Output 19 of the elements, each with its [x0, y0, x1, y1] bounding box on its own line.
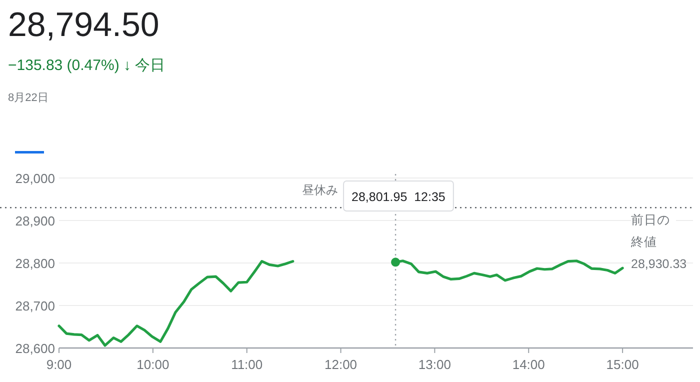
x-tick-label: 14:00: [512, 357, 545, 372]
ref-line-label: 前日の終値 28,930.33: [631, 212, 687, 273]
x-tick-label: 13:00: [418, 357, 451, 372]
annotation: 昼休み: [302, 183, 338, 197]
y-tick-label: 28,800: [15, 256, 55, 271]
chart-title: 28,794.50: [8, 6, 160, 44]
line-series: [58, 260, 294, 347]
y-tick-label: 28,900: [15, 214, 55, 228]
y-tick-label: 28,600: [15, 341, 55, 356]
annotation: 28,801.95 12:35: [352, 190, 446, 204]
x-tick-label: 10:00: [136, 357, 170, 372]
x-tick-label: 12:00: [324, 357, 358, 372]
chart-subtitle: −135.83 (0.47%) ↓ 今日: [8, 57, 166, 74]
x-tick-label: 9:00: [46, 357, 72, 372]
y-tick-label: 29,000: [15, 171, 55, 186]
x-tick-label: 15:00: [606, 357, 639, 372]
text: 8月22日: [8, 92, 48, 104]
y-tick-label: 28,700: [15, 298, 55, 314]
x-tick-label: 11:00: [231, 357, 263, 372]
